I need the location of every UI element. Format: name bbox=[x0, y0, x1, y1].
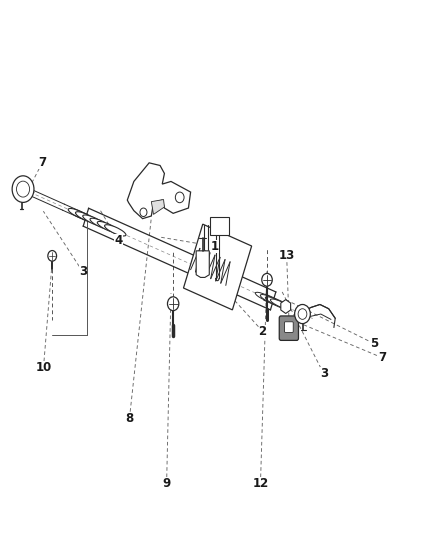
Polygon shape bbox=[196, 251, 209, 277]
FancyBboxPatch shape bbox=[279, 316, 298, 341]
Text: 7: 7 bbox=[379, 351, 387, 365]
Text: 8: 8 bbox=[125, 411, 134, 424]
Polygon shape bbox=[127, 163, 191, 219]
Ellipse shape bbox=[90, 218, 111, 230]
Circle shape bbox=[295, 304, 311, 324]
FancyBboxPatch shape bbox=[285, 322, 293, 333]
Text: 10: 10 bbox=[35, 361, 52, 374]
Polygon shape bbox=[281, 300, 291, 313]
Text: 3: 3 bbox=[320, 367, 328, 381]
Ellipse shape bbox=[265, 297, 284, 306]
Circle shape bbox=[298, 309, 307, 319]
Circle shape bbox=[48, 251, 57, 261]
Ellipse shape bbox=[97, 222, 119, 233]
Ellipse shape bbox=[75, 212, 97, 223]
Text: 7: 7 bbox=[38, 156, 46, 169]
Text: 9: 9 bbox=[162, 477, 171, 490]
Circle shape bbox=[140, 208, 147, 216]
Ellipse shape bbox=[105, 225, 126, 236]
Text: 12: 12 bbox=[252, 477, 268, 490]
Circle shape bbox=[167, 297, 179, 311]
Circle shape bbox=[262, 273, 272, 286]
Polygon shape bbox=[151, 199, 164, 214]
Ellipse shape bbox=[83, 215, 104, 226]
Text: 2: 2 bbox=[258, 325, 267, 338]
Text: 1: 1 bbox=[211, 240, 219, 253]
Text: 4: 4 bbox=[114, 235, 123, 247]
Ellipse shape bbox=[68, 208, 90, 220]
Text: 3: 3 bbox=[79, 265, 87, 278]
FancyBboxPatch shape bbox=[210, 217, 229, 236]
Circle shape bbox=[17, 181, 30, 197]
Ellipse shape bbox=[260, 295, 279, 304]
Ellipse shape bbox=[255, 292, 274, 302]
Text: 5: 5 bbox=[370, 337, 378, 350]
Ellipse shape bbox=[270, 299, 290, 309]
Circle shape bbox=[175, 192, 184, 203]
Circle shape bbox=[12, 176, 34, 203]
Polygon shape bbox=[184, 224, 252, 310]
Text: 13: 13 bbox=[279, 249, 295, 262]
